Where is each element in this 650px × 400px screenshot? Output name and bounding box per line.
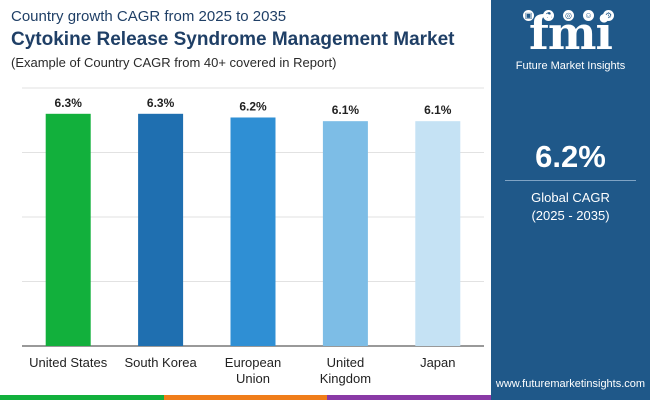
fmi-logo: ▣ ⚗ ◎ ☺ ⚙ fmi Future Market Insights — [491, 6, 650, 72]
bar-3 — [322, 121, 368, 347]
bar-value-label: 6.1% — [332, 103, 360, 117]
strip-segment — [163, 395, 328, 400]
bar-0 — [45, 113, 91, 346]
x-tick-label: United States — [29, 355, 108, 370]
chart-subtitle: Country growth CAGR from 2025 to 2035 — [11, 8, 287, 25]
global-cagr-label: Global CAGR — [531, 190, 610, 205]
flask-icon: ⚗ — [543, 10, 554, 21]
bar-value-label: 6.3% — [55, 96, 83, 110]
person-icon: ☺ — [583, 10, 594, 21]
x-tick-label: Kingdom — [320, 371, 371, 386]
bar-2 — [230, 117, 276, 346]
x-tick-label: European — [225, 355, 281, 370]
gear-icon: ⚙ — [603, 10, 614, 21]
strip-segment — [327, 395, 491, 400]
logo-caption: Future Market Insights — [515, 60, 626, 72]
bar-value-label: 6.3% — [147, 96, 175, 110]
logo-icons: ▣ ⚗ ◎ ☺ ⚙ — [519, 8, 629, 22]
bar-1 — [138, 113, 184, 346]
x-tick-label: South Korea — [124, 355, 197, 370]
chart-note: (Example of Country CAGR from 40+ covere… — [11, 55, 337, 70]
side-panel: ▣ ⚗ ◎ ☺ ⚙ fmi Future Market Insights 6.2% Gl… — [491, 0, 650, 400]
chart-title: Cytokine Release Syndrome Management Mar… — [11, 29, 455, 50]
chart-icon: ▣ — [523, 10, 534, 21]
logo-wordmark: fmi — [529, 6, 613, 60]
global-cagr-value: 6.2% — [535, 139, 606, 174]
global-cagr-period: (2025 - 2035) — [531, 208, 610, 223]
globe-icon: ◎ — [563, 10, 574, 21]
bar-value-label: 6.2% — [239, 99, 267, 113]
bar-value-label: 6.1% — [424, 103, 452, 117]
bar-4 — [415, 121, 461, 347]
x-tick-label: Union — [236, 371, 270, 386]
bottom-color-strip — [0, 395, 491, 400]
x-tick-label: Japan — [420, 355, 455, 370]
global-divider — [505, 180, 636, 181]
bar-chart: 6.3% United States 6.3% South Korea 6.2% Euro… — [22, 87, 484, 386]
x-tick-label: United — [327, 355, 365, 370]
website-link[interactable]: www.futuremarketinsights.com — [495, 378, 646, 390]
strip-segment — [0, 395, 164, 400]
chart-header: Country growth CAGR from 2025 to 2035 Cy… — [11, 8, 491, 72]
